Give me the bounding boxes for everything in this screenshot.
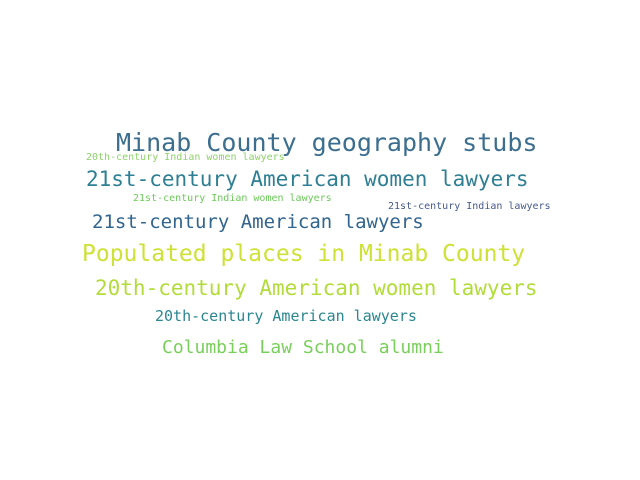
word-21st-century-american-women-lawyers: 21st-century American women lawyers [86, 167, 529, 191]
word-minab-county-geography-stubs: Minab County geography stubs [116, 128, 538, 157]
word-20th-century-indian-women-lawyers: 20th-century Indian women lawyers [86, 152, 285, 163]
word-20th-century-american-lawyers: 20th-century American lawyers [155, 307, 417, 325]
word-21st-century-american-lawyers: 21st-century American lawyers [92, 211, 424, 233]
word-21st-century-indian-women-lawyers: 21st-century Indian women lawyers [133, 193, 332, 204]
word-columbia-law-school-alumni: Columbia Law School alumni [162, 337, 444, 358]
word-populated-places-in-minab-county: Populated places in Minab County [82, 241, 526, 267]
word-21st-century-indian-lawyers: 21st-century Indian lawyers [388, 201, 551, 212]
word-20th-century-american-women-lawyers: 20th-century American women lawyers [95, 276, 538, 300]
